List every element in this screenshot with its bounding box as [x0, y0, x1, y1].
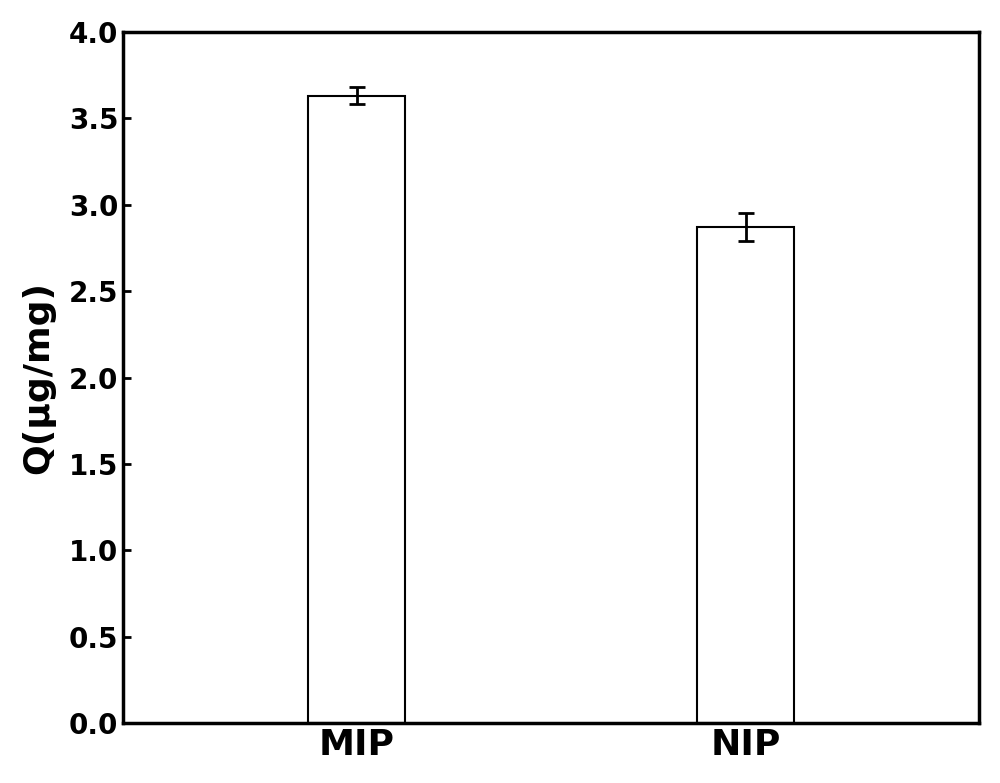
Y-axis label: Q(μg/mg): Q(μg/mg) [21, 281, 55, 474]
Bar [697, 227, 794, 723]
Bar [308, 96, 405, 723]
